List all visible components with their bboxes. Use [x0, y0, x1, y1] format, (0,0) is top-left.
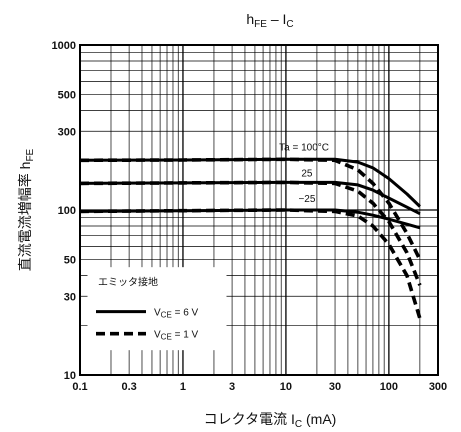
x-tick-label: 1 [180, 381, 186, 393]
x-tick-label: 300 [429, 381, 447, 393]
legend-box [87, 267, 227, 351]
series-line-vce1-5 [79, 208, 422, 320]
series-lines [79, 157, 422, 320]
y-axis-label-text: 直流電流増幅率 hFE [17, 148, 36, 271]
series-line-vce6-0 [79, 157, 421, 208]
y-tick-label: 50 [64, 255, 76, 267]
series-line-vce6-2 [79, 208, 421, 230]
legend-title: エミッタ接地 [98, 276, 158, 289]
x-tick-label: 0.3 [121, 381, 136, 393]
x-tick-label: 3 [229, 381, 235, 393]
legend-label: VCE = 6 V [154, 308, 199, 320]
curve-label: 25 [301, 168, 313, 179]
x-axis-label: コレクタ電流 IC (mA) [204, 411, 337, 430]
y-tick-label: 10 [64, 370, 76, 382]
plot-frame [79, 44, 439, 376]
curve-label: −25 [298, 194, 315, 205]
series-line-vce6-1 [79, 180, 421, 216]
y-tick-label: 1000 [52, 40, 76, 52]
chart-title: hFE – IC [246, 11, 293, 30]
annotations: Ta = 100°C 25 −25 [279, 142, 329, 205]
legend-label: VCE = 1 V [154, 330, 199, 342]
y-tick-label: 500 [58, 90, 76, 102]
x-tick-label: 30 [329, 381, 341, 393]
y-axis-label: 直流電流増幅率 hFE [17, 148, 36, 271]
legend: エミッタ接地 VCE = 6 V VCE = 1 V [87, 267, 227, 351]
y-tick-label: 300 [58, 126, 76, 138]
x-tick-label: 0.1 [72, 381, 87, 393]
svg-text:hFE – IC: hFE – IC [246, 11, 293, 30]
y-tick-label: 30 [64, 291, 76, 303]
x-tick-labels: 0.1 0.3 1 3 10 30 100 300 [72, 381, 447, 393]
y-tick-label: 100 [58, 205, 76, 217]
y-tick-labels: 10 30 50 100 300 500 1000 [52, 40, 76, 382]
curve-label: Ta = 100°C [279, 142, 329, 153]
x-tick-label: 10 [280, 381, 292, 393]
svg-text:コレクタ電流 IC (mA): コレクタ電流 IC (mA) [204, 411, 337, 430]
x-tick-label: 100 [380, 381, 398, 393]
